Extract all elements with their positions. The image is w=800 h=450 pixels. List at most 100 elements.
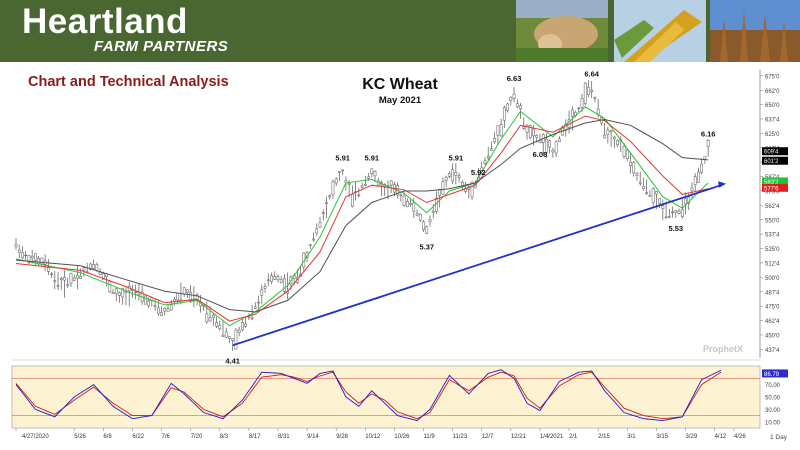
price-tag bbox=[762, 156, 788, 165]
x-tick-label: 12/7 bbox=[482, 434, 494, 440]
price-bar-body bbox=[580, 98, 584, 108]
cattle-photo bbox=[516, 0, 608, 62]
y-tick-label: 550'0 bbox=[765, 218, 780, 224]
price-bar-body bbox=[496, 125, 500, 136]
price-bar-body bbox=[551, 149, 555, 153]
price-bar-body bbox=[276, 276, 280, 281]
price-bar-body bbox=[351, 194, 354, 207]
price-bar-body bbox=[651, 188, 655, 203]
price-bar-body bbox=[228, 336, 231, 339]
section-title: Chart and Technical Analysis bbox=[28, 74, 229, 90]
price-bar-body bbox=[642, 186, 645, 190]
y-tick-label: 487'4 bbox=[765, 290, 780, 296]
price-tag bbox=[762, 177, 788, 186]
price-bar-body bbox=[703, 156, 707, 160]
price-bar-body bbox=[218, 324, 222, 329]
y-tick-label: 462'4 bbox=[765, 319, 780, 325]
price-bar-body bbox=[409, 202, 412, 205]
price-bar-body bbox=[451, 169, 454, 182]
price-bar-body bbox=[79, 275, 83, 280]
price-bar-body bbox=[40, 257, 44, 265]
x-tick-label: 5/26 bbox=[74, 434, 86, 440]
y-tick-label: 662'0 bbox=[765, 89, 780, 95]
price-tag-label: 577'6 bbox=[764, 186, 779, 192]
price-bar-body bbox=[486, 155, 490, 159]
logo-brand: Heartland bbox=[22, 2, 188, 41]
price-bar-body bbox=[279, 279, 283, 284]
price-bar-body bbox=[470, 181, 474, 198]
price-tag-label: 609'4 bbox=[764, 150, 779, 156]
price-bar-body bbox=[266, 279, 270, 282]
y-tick-label: 537'4 bbox=[765, 233, 780, 239]
price-annotation: 5.91 bbox=[364, 154, 379, 163]
oscillator-background bbox=[11, 365, 761, 429]
y-tick-label: 637'4 bbox=[765, 117, 780, 123]
x-tick-label: 10/26 bbox=[394, 434, 410, 440]
moving-average-line bbox=[15, 115, 709, 322]
price-bar-body bbox=[431, 210, 435, 213]
price-annotation: 5.37 bbox=[419, 242, 434, 251]
price-bar-body bbox=[76, 274, 79, 279]
price-bar-body bbox=[24, 254, 28, 257]
price-annotation: 4.41 bbox=[225, 356, 240, 365]
x-tick-label: 3/1 bbox=[627, 434, 636, 440]
price-bar-body bbox=[638, 181, 642, 184]
price-tag-label: 583'2 bbox=[764, 180, 779, 186]
price-bar-body bbox=[144, 295, 147, 305]
price-bar-body bbox=[570, 109, 574, 117]
chart-subtitle: May 2021 bbox=[378, 95, 422, 106]
price-bar-body bbox=[457, 175, 461, 178]
price-bar-body bbox=[156, 307, 160, 314]
price-bar-body bbox=[101, 273, 105, 280]
price-annotation: 6.08 bbox=[533, 150, 548, 159]
y-tick-label: 475'0 bbox=[765, 305, 780, 311]
price-bar-body bbox=[189, 292, 192, 301]
price-bar-body bbox=[334, 178, 338, 184]
oscillator-tag-label: 86.79 bbox=[764, 372, 780, 378]
price-bar-body bbox=[590, 89, 594, 93]
price-bar-body bbox=[448, 173, 451, 177]
oscillator-tick-label: 50.00 bbox=[765, 396, 781, 402]
header-banner: Heartland FARM PARTNERS bbox=[0, 0, 800, 62]
price-bar-body bbox=[66, 284, 70, 287]
x-tick-label: 3/15 bbox=[656, 434, 668, 440]
y-tick-label: 625'0 bbox=[765, 132, 780, 138]
price-bar-body bbox=[625, 149, 629, 160]
oscillator-panel: 70.00 50.00 30.00 10.00 86.79 4/27/2020 5/26 6/… bbox=[11, 365, 788, 440]
price-bar-body bbox=[389, 180, 393, 186]
price-bar-body bbox=[253, 306, 257, 309]
price-bar-body bbox=[444, 176, 448, 181]
price-bar-body bbox=[684, 198, 687, 205]
price-bar-body bbox=[224, 331, 228, 338]
price-bar-body bbox=[160, 312, 163, 316]
price-bar-body bbox=[612, 136, 616, 140]
price-bar-body bbox=[347, 183, 351, 185]
price-bar-body bbox=[53, 279, 57, 282]
price-bar-body bbox=[241, 322, 244, 330]
corn-photo bbox=[614, 0, 706, 62]
price-bar-body bbox=[50, 273, 53, 275]
price-bar-body bbox=[69, 272, 73, 284]
price-bar-body bbox=[402, 195, 406, 206]
price-bar-body bbox=[645, 192, 649, 194]
price-bar-body bbox=[370, 168, 374, 175]
price-bar-body bbox=[186, 289, 189, 293]
price-bar-body bbox=[655, 191, 658, 195]
x-tick-label: 7/6 bbox=[162, 434, 171, 440]
price-bar-body bbox=[532, 128, 535, 137]
price-bar-body bbox=[629, 161, 632, 167]
price-bar-body bbox=[664, 216, 668, 218]
x-tick-label: 3/29 bbox=[685, 434, 697, 440]
price-bar-body bbox=[418, 213, 422, 221]
price-bar-body bbox=[27, 255, 31, 264]
price-bar-body bbox=[250, 317, 254, 320]
price-bar-body bbox=[270, 275, 273, 283]
price-bar-body bbox=[176, 293, 180, 301]
price-bar-body bbox=[674, 210, 678, 213]
price-bar-body bbox=[234, 329, 238, 350]
price-bar-body bbox=[548, 140, 551, 148]
y-tick-label: 575'0 bbox=[765, 189, 780, 195]
price-annotation: 6.63 bbox=[507, 74, 522, 83]
price-bar-body bbox=[118, 292, 121, 296]
price-annotation: 5.53 bbox=[668, 224, 683, 233]
